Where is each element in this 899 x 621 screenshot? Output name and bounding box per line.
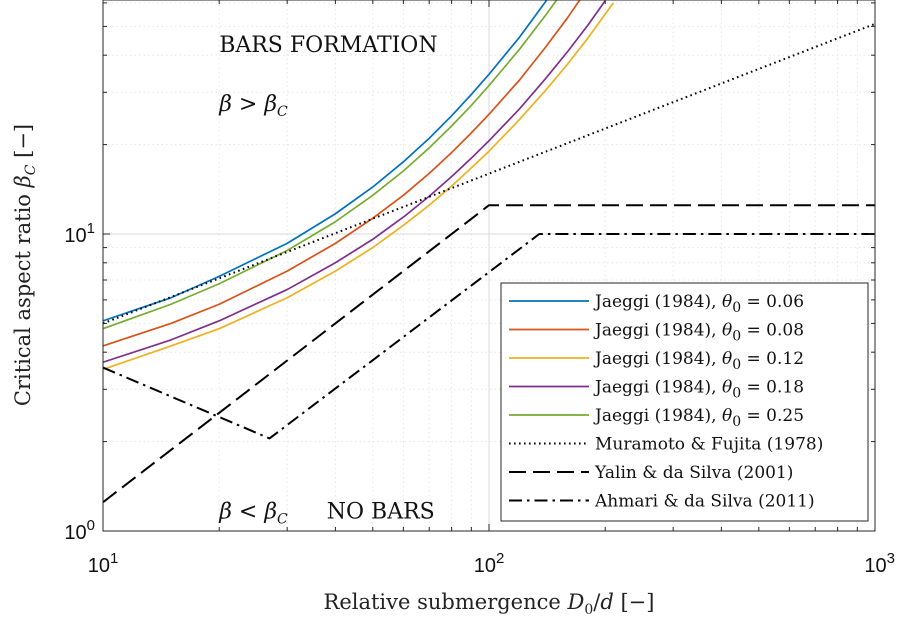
series-line-6 [103,22,875,325]
legend-box [500,282,869,522]
x-tick-label: 101 [88,550,119,577]
series-layer [103,0,875,504]
y-tick-label: 101 [64,220,95,247]
legend-label-5: Jaeggi (1984), θ0 = 0.25 [593,406,804,430]
series-line-8 [103,233,875,440]
annotation-beta_gt: β > βC [218,92,288,120]
x-tick-label: 103 [864,550,895,577]
annotation-beta_lt: β < βC [218,500,288,528]
legend-label-4: Jaeggi (1984), θ0 = 0.18 [593,378,804,402]
series-line-7 [103,204,875,504]
legend-label-3: Jaeggi (1984), θ0 = 0.12 [593,349,804,373]
annotation-no_bars: NO BARS [327,500,435,525]
x-axis-label: Relative submergence D0/d [−] [324,590,655,618]
legend-label-1: Jaeggi (1984), θ0 = 0.06 [593,292,804,316]
legend-label-2: Jaeggi (1984), θ0 = 0.08 [593,321,804,345]
legend-label-7: Yalin & da Silva (2001) [594,463,793,483]
annotation-bars_formation: BARS FORMATION [219,33,437,58]
legend-label-8: Ahmari & da Silva (2011) [594,492,815,512]
legend: Jaeggi (1984), θ0 = 0.06 Jaeggi (1984), θ… [500,282,869,522]
series-line-1 [103,0,548,322]
x-tick-label: 102 [474,550,505,577]
axes-frame [102,0,876,532]
legend-label-6: Muramoto & Fujita (1978) [595,435,823,455]
series-line-4 [103,0,606,364]
tick-labels: 101 102 103 100 101 [64,220,895,577]
series-line-3 [103,2,615,371]
y-tick-label: 100 [64,517,95,544]
series-line-2 [103,0,581,347]
y-axis-label: Critical aspect ratio βC [−] [11,124,39,406]
annotations: BARS FORMATION β > βC β < βC NO BARS [218,33,437,528]
